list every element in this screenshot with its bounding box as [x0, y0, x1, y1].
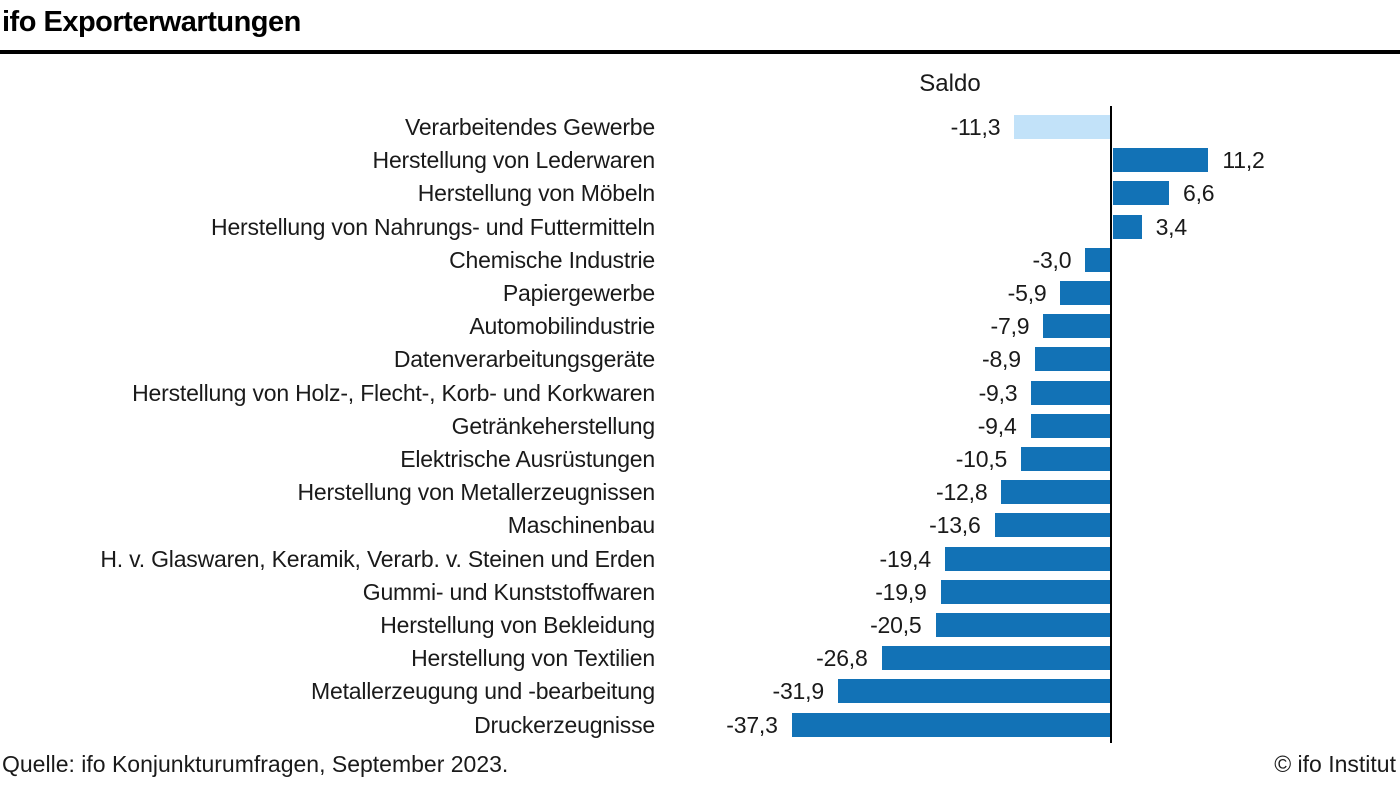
bar [1085, 247, 1111, 272]
bar [1112, 181, 1169, 206]
copyright-note: © ifo Institut [1274, 751, 1396, 777]
bar [1112, 148, 1209, 173]
source-note: Quelle: ifo Konjunkturumfragen, Septembe… [2, 751, 509, 777]
bar [994, 513, 1111, 538]
category-label: Herstellung von Holz-, Flecht-, Korb- un… [132, 379, 655, 406]
category-label: Herstellung von Lederwaren [372, 147, 656, 174]
category-label: Herstellung von Textilien [411, 645, 655, 672]
category-label: Maschinenbau [507, 512, 655, 539]
bar [837, 679, 1111, 704]
category-label: Herstellung von Bekleidung [380, 612, 655, 638]
value-label: -9,4 [977, 412, 1017, 439]
value-label: -8,9 [981, 346, 1021, 373]
bar [1043, 314, 1111, 339]
value-label: -13,6 [929, 512, 981, 539]
bar [1112, 214, 1142, 239]
value-label: -11,3 [950, 114, 1001, 140]
bar [1034, 347, 1111, 372]
category-label: Getränkeherstellung [451, 412, 656, 439]
value-label: -19,9 [875, 578, 927, 605]
value-label: -37,3 [726, 711, 778, 738]
value-label: -7,9 [990, 313, 1030, 340]
page-title: ifo Exporterwartungen [2, 6, 301, 38]
value-label: 11,2 [1222, 147, 1265, 174]
value-label: -9,3 [978, 379, 1018, 406]
category-label: H. v. Glaswaren, Keramik, Verarb. v. Ste… [100, 545, 655, 572]
zero-axis-line [1109, 106, 1112, 743]
bar [881, 646, 1111, 671]
bar [791, 712, 1111, 737]
value-label: 3,4 [1155, 213, 1188, 240]
value-axis-header: Saldo [919, 70, 981, 97]
bar [944, 546, 1111, 571]
bar [1021, 447, 1111, 471]
value-label: -26,8 [816, 645, 868, 672]
category-label: Datenverarbeitungsgeräte [393, 346, 655, 373]
category-label: Herstellung von Nahrungs- und Futtermitt… [211, 213, 655, 240]
bar [1014, 115, 1111, 139]
value-label: -10,5 [955, 446, 1008, 472]
value-label: -20,5 [870, 612, 922, 638]
category-label: Elektrische Ausrüstungen [400, 446, 655, 472]
bar [1031, 380, 1111, 405]
category-label: Chemische Industrie [449, 246, 655, 273]
title-divider [0, 50, 1400, 54]
category-label: Automobilindustrie [469, 313, 655, 340]
value-label: -19,4 [879, 545, 932, 572]
category-label: Druckerzeugnisse [474, 711, 655, 738]
value-label: -31,9 [772, 678, 825, 705]
value-label: -5,9 [1007, 280, 1047, 306]
category-label: Papiergewerbe [502, 280, 655, 306]
category-label: Herstellung von Möbeln [417, 180, 655, 207]
bar [1060, 281, 1111, 305]
bar [1001, 480, 1111, 505]
category-label: Metallerzeugung und -bearbeitung [311, 678, 655, 705]
value-label: 6,6 [1182, 180, 1215, 207]
bar [1030, 413, 1111, 438]
bar [935, 613, 1111, 637]
value-label: -3,0 [1032, 246, 1072, 273]
bar [940, 579, 1111, 604]
category-label: Herstellung von Metallerzeugnissen [297, 479, 655, 506]
category-label: Gummi- und Kunststoffwaren [362, 578, 655, 605]
category-label: Verarbeitendes Gewerbe [404, 114, 655, 140]
value-label: -12,8 [936, 479, 988, 506]
